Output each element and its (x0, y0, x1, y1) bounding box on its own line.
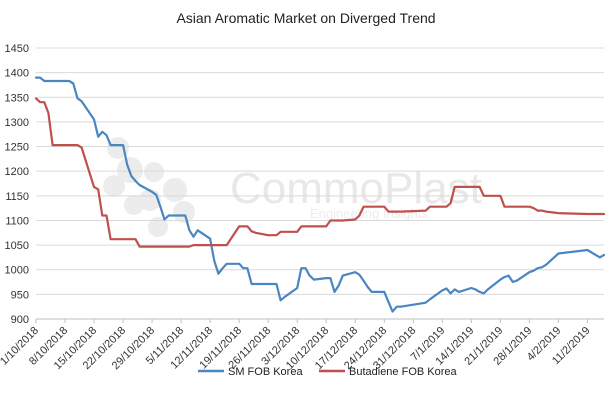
watermark-text: CommoPlast (230, 164, 482, 213)
watermark-dot (107, 137, 129, 159)
watermark-dot (103, 175, 125, 197)
watermark-dot (144, 162, 164, 182)
y-tick-label: 1400 (5, 68, 29, 80)
watermark-subtext: Engineering Insights (310, 206, 428, 221)
series-line-sm (34, 76, 606, 313)
y-tick-label: 900 (11, 314, 29, 326)
series-line-butadiene (34, 97, 606, 248)
y-tick-label: 1050 (5, 240, 29, 252)
y-tick-label: 950 (11, 289, 29, 301)
y-tick-label: 1100 (5, 215, 29, 227)
y-tick-label: 1350 (5, 92, 29, 104)
legend: SM FOB Korea Butadiene FOB Korea (198, 366, 458, 378)
series-layer (34, 76, 606, 313)
y-tick-label: 1300 (5, 117, 29, 129)
watermark-dot (148, 217, 168, 237)
watermark-dot (124, 195, 144, 215)
watermark-dot (163, 178, 187, 202)
y-tick-label: 1150 (5, 191, 29, 203)
y-tick-label: 1200 (5, 166, 29, 178)
watermark-dot (173, 201, 195, 223)
chart-title: Asian Aromatic Market on Diverged Trend (176, 10, 435, 26)
legend-label: Butadiene FOB Korea (349, 366, 458, 378)
y-tick-label: 1450 (5, 43, 29, 55)
legend-label: SM FOB Korea (228, 366, 303, 378)
y-tick-label: 1000 (5, 265, 29, 277)
y-tick-label: 1250 (5, 142, 29, 154)
